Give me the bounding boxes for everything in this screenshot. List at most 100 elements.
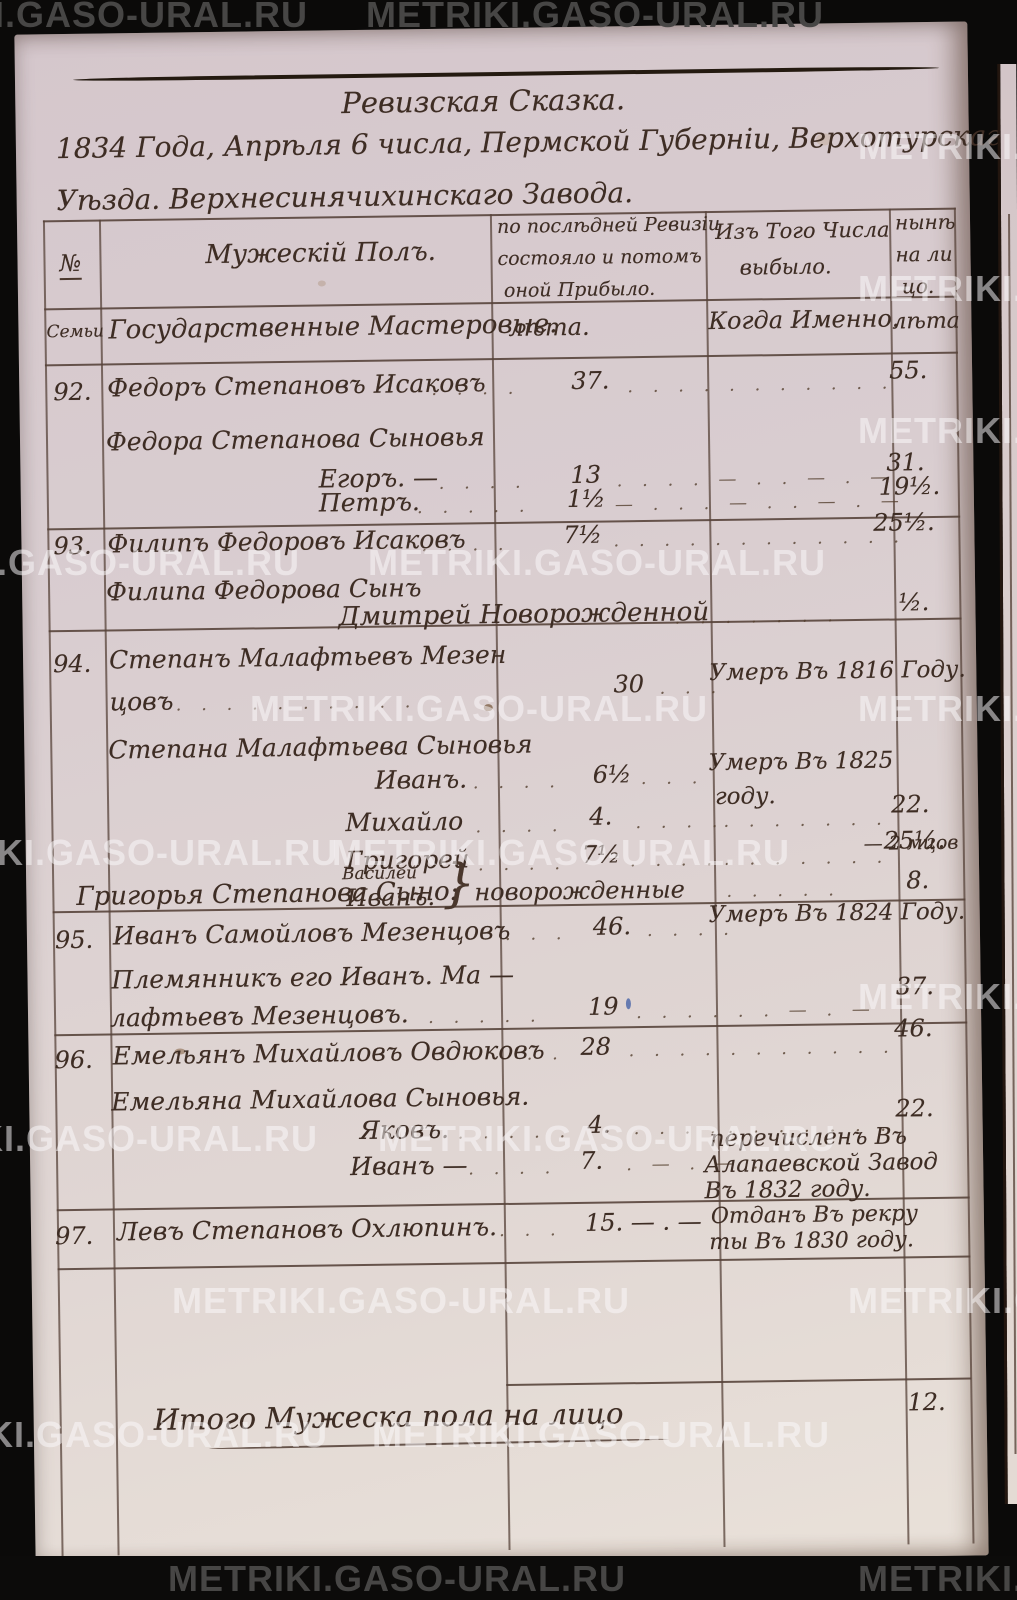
entry-94-grandson-1-now: — 2 мцов <box>863 831 959 855</box>
entry-94-son-1-name: Иванъ. <box>374 764 468 795</box>
entry-94-grandson-2-now: 8. <box>906 866 930 895</box>
entry-96-head-name: Емельянъ Михайловъ Овдюковъ <box>112 1035 545 1071</box>
entry-95-head-note: Умеръ Въ 1824 Году. <box>708 898 966 929</box>
entry-94-no: 94. <box>52 649 92 679</box>
adjacent-page-edge <box>997 63 1017 1505</box>
entry-94-grandsons-note: новорожденные <box>474 875 686 907</box>
entry-96-son-1-dots: . . . . . <box>457 1121 573 1144</box>
entry-97-note-2: ты Въ 1830 году. <box>709 1227 915 1256</box>
adjacent-page-rule <box>1008 213 1017 1454</box>
entry-94-son-1-age: 6½ <box>592 760 632 789</box>
entry-97-no: 97. <box>54 1221 94 1251</box>
entry-92-son-1-dots-2: . . . . — . . — . — <box>616 466 896 492</box>
cat-years-1: лѣта. <box>508 312 590 342</box>
entry-94-son-2-dots-2: . . . . <box>635 810 725 834</box>
entry-97-head-dots: . . . <box>498 1219 563 1242</box>
col-departed-1: Изъ Того Числа <box>714 217 890 244</box>
entry-94-grandson-1-name: Василей <box>341 863 418 885</box>
entry-95-nephew-dots-2: . . . . . . — . — <box>635 998 878 1024</box>
entry-96-son-2-name: Иванъ — <box>349 1150 468 1182</box>
entry-93-son-dots: . . . . . . . <box>674 605 841 629</box>
heading-line-2: Уѣзда. Верхнесинячихинскаго Завода. <box>56 176 634 218</box>
col-revision-3: оной Прибыло. <box>503 277 656 302</box>
entry-95-head-age: 46. <box>592 912 632 941</box>
entry-92-son-2-age: 1½ <box>566 484 606 514</box>
entry-94-son-1-dots: . . . . <box>472 771 563 794</box>
entry-96-son-2-note-1: перечисленъ Въ <box>709 1123 908 1153</box>
entry-95-nephew-age: 19 <box>587 992 619 1021</box>
entry-97-note-1: Отданъ Въ рекру <box>710 1201 919 1230</box>
entry-92-head-now: 55. <box>888 356 928 385</box>
entry-93-head-now: 25½. <box>873 507 935 537</box>
entry-94-son-3-age: 7½ <box>581 840 621 869</box>
entry-96-sons-label: Емельяна Михайлова Сыновья. <box>111 1081 530 1117</box>
entry-95-nephew-name-2: лафтьевъ Мезенцовъ. <box>109 999 409 1033</box>
cat-class: Государственные Мастеровые. <box>108 309 558 346</box>
entry-94-head-age: 30 <box>613 670 645 699</box>
entry-96-son-2-age: 7. <box>579 1146 604 1175</box>
entry-92-head-age: 37. <box>571 366 610 395</box>
entry-94-son-1-note-2: году. <box>714 783 776 811</box>
entry-97-head-name: Левъ Степановъ Охлюпинъ. <box>116 1212 498 1247</box>
col-male-sex: Мужескій Полъ. <box>205 236 437 271</box>
entry-94-grandsons-bracket: } <box>441 853 476 914</box>
entry-94-grandsons-dots: . . . . . <box>726 879 842 902</box>
entry-93-head-dots-2: . . . . . . . . . . . . <box>613 526 907 552</box>
entry-94-grandson-2-name: Иванъ. <box>346 882 436 913</box>
entry-93-no: 93. <box>53 531 92 561</box>
cat-family: Семьи <box>46 321 105 343</box>
entry-95-head-name: Иванъ Самойловъ Мезенцовъ <box>112 915 511 951</box>
entry-92-sons-label: Федора Степанова Сыновья <box>105 422 485 457</box>
col-no: № <box>59 251 82 281</box>
entry-97-head-age: 15. — . — <box>584 1207 702 1237</box>
entry-94-sons-label: Степана Малафтьева Сыновья <box>108 729 533 765</box>
entry-94-son-2-name: Михайло <box>345 806 464 838</box>
col-now-3: цо. <box>901 273 935 299</box>
entry-96-son-1-age: 4. <box>587 1110 611 1139</box>
entry-92-son-2-dots: . . . . . <box>416 495 532 519</box>
entry-92-head-dots-2: . . . . . . . . . . . <box>627 372 895 398</box>
entry-96-son-2-dots: . . . . <box>468 1157 558 1180</box>
entry-96-no: 96. <box>54 1045 94 1075</box>
entry-94-son-2-now: 22. <box>890 790 930 819</box>
entry-92-son-2-now: 19½. <box>878 471 941 501</box>
entry-96-son-1-name: Яковъ. <box>359 1114 450 1146</box>
title: Ревизская Сказка. <box>341 82 626 121</box>
scan-bottom-margin <box>0 1556 1017 1600</box>
col-now-1: нынѣ <box>894 209 956 235</box>
cat-when-exactly: Когда Именно. <box>708 304 900 336</box>
col-now-2: на ли <box>895 241 953 267</box>
entry-95-nephew-name-1: Племянникъ его Иванъ. Ма — <box>111 959 515 995</box>
entry-94-son-1-dots-2: . . . <box>640 767 705 790</box>
entry-92-head-name: Федоръ Степановъ Исаковъ <box>107 368 486 403</box>
entry-96-son-1-now: 22. <box>895 1093 934 1123</box>
entry-92-head-dots: . . . . <box>431 377 521 400</box>
entry-94-son-3-dots-2: . . . . <box>629 848 720 872</box>
entry-94-head-note: Умеръ Въ 1816 Году. <box>709 656 966 687</box>
col-revision-2: состояло и потомъ <box>497 245 702 271</box>
page-content: Ревизская Сказка. 1834 Года, Апрѣля 6 чис… <box>14 21 1017 1568</box>
entry-96-head-dots: . . <box>526 1043 565 1065</box>
entry-96-son-2-note-3: Въ 1832 году. <box>704 1175 871 1205</box>
entry-93-son-name: Дмитрей Новорожденной <box>338 597 710 633</box>
entry-94-son-1-note-1: Умеръ Въ 1825 <box>708 747 894 777</box>
entry-96-head-now: 46. <box>894 1014 933 1043</box>
entry-96-son-2-note-2: Алапаевской Завод <box>704 1148 939 1179</box>
entry-96-head-age: 28 <box>580 1032 612 1061</box>
entry-95-no: 95. <box>54 925 94 955</box>
entry-94-head-name-2: цовъ <box>109 686 174 717</box>
entry-93-son-now: ½. <box>898 588 930 617</box>
totals-label: Итого Мужеска пола на лицо <box>153 1396 624 1437</box>
entry-92-son-2-dots-2: — . . . — . . — . — <box>614 490 906 516</box>
entry-95-head-dots: . . . <box>504 923 569 945</box>
entry-92-no: 92. <box>53 377 92 407</box>
document-page: Ревизская Сказка. 1834 Года, Апрѣля 6 чис… <box>14 21 1017 1569</box>
entry-95-nephew-dots: . . . . . <box>427 1005 543 1029</box>
entry-93-head-name: Филипъ Федоровъ Исаковъ <box>107 524 466 559</box>
entry-94-son-3-dots: . . . . <box>477 853 568 876</box>
entry-94-son-2-age: 4. <box>589 802 613 831</box>
cat-years-2: лѣта <box>892 308 961 335</box>
heading-line-1: 1834 Года, Апрѣля 6 числа, Пермской Губе… <box>55 118 1017 166</box>
entry-94-head-dots: . . . . . . . . . . <box>175 691 418 716</box>
